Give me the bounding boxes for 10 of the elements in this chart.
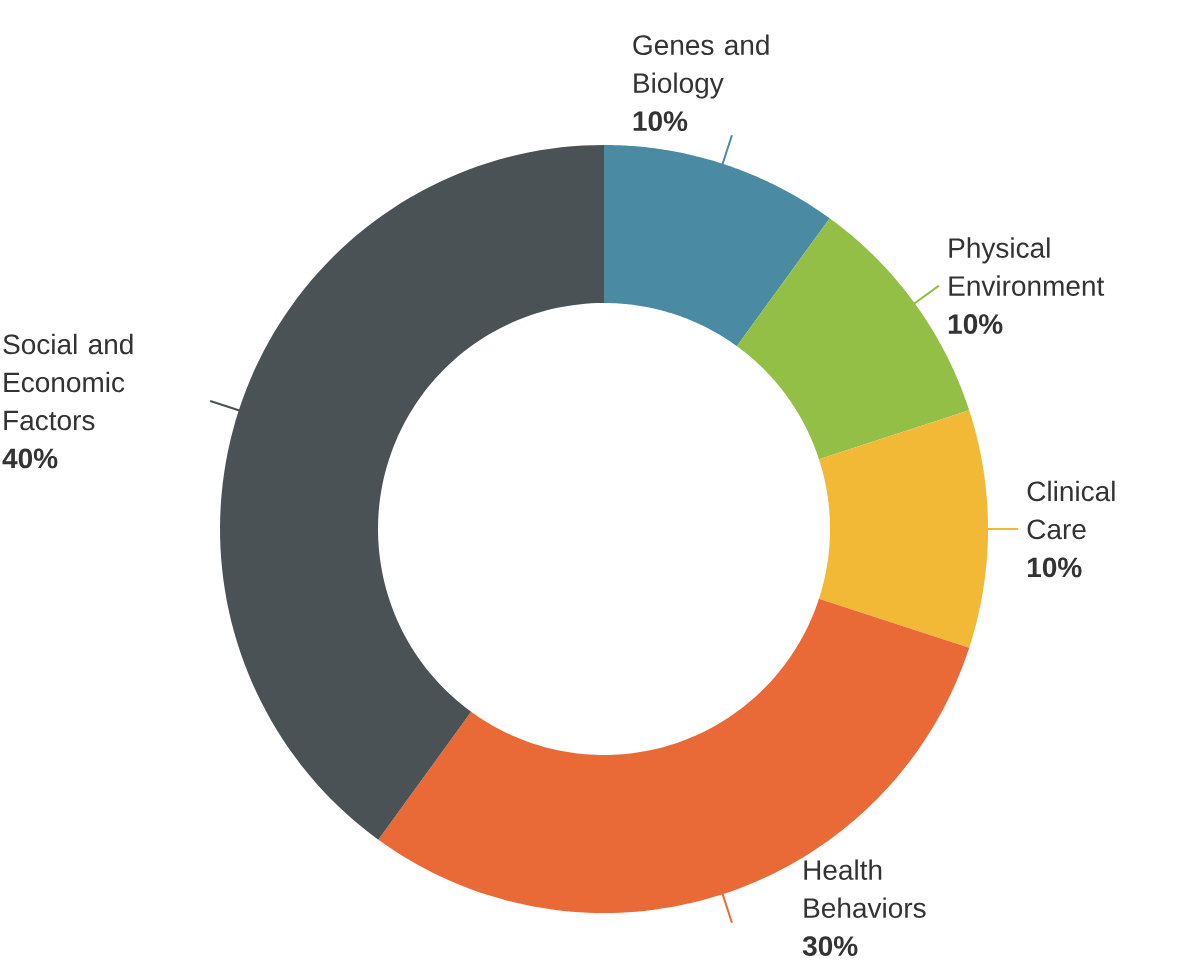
slice-label: Health Behaviors bbox=[804, 859, 926, 918]
data-label: 10% bbox=[633, 111, 688, 132]
data-label: 10% bbox=[1027, 557, 1082, 578]
slice-label: Social and Economic Factors bbox=[3, 333, 133, 431]
slice-label: Physical Environment bbox=[949, 237, 1105, 296]
data-label: 40% bbox=[2, 448, 58, 469]
data-label: 10% bbox=[948, 314, 1003, 334]
slice-label: Genes and Biology bbox=[633, 34, 769, 99]
data-label: 30% bbox=[802, 936, 858, 957]
slice-label: Clinical Care bbox=[1027, 480, 1115, 540]
